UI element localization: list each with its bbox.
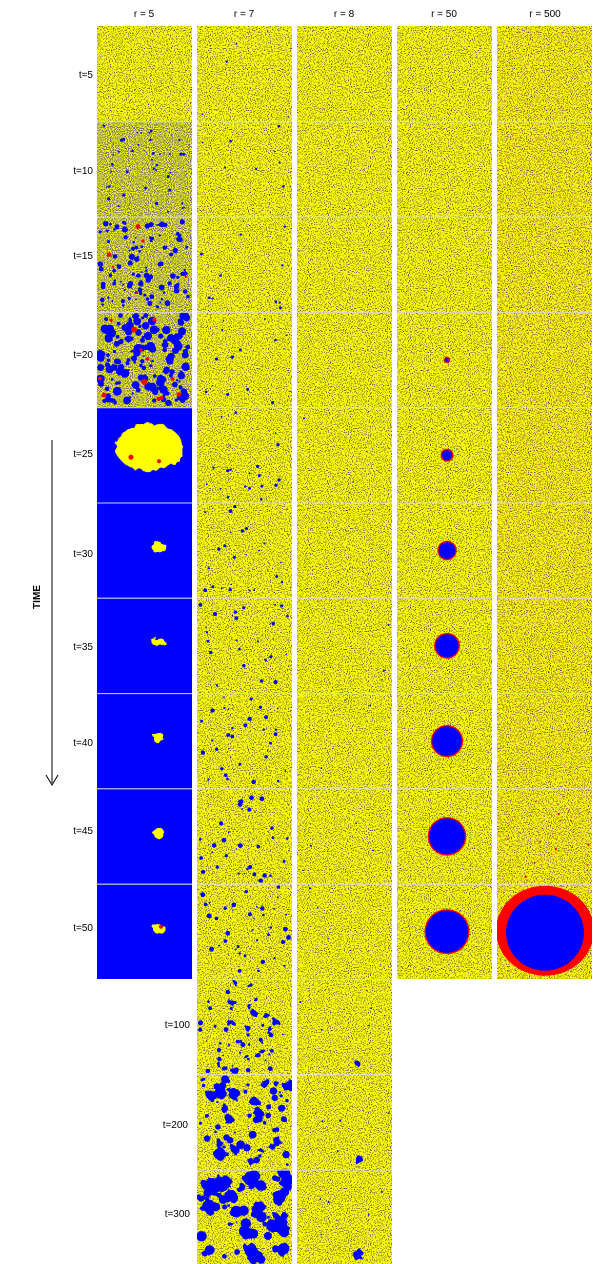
col-header-r7: r = 7	[234, 9, 255, 20]
simulation-panel	[297, 693, 392, 789]
simulation-panel	[297, 1074, 392, 1170]
time-label: t=300	[165, 1209, 191, 1220]
simulation-panel	[97, 597, 192, 694]
simulation-panel	[297, 597, 392, 694]
simulation-panel	[197, 407, 292, 503]
simulation-panel	[97, 26, 192, 122]
time-label: t=25	[73, 449, 93, 460]
simulation-panel	[97, 883, 192, 979]
time-label: t=30	[73, 549, 93, 560]
simulation-panel	[97, 502, 192, 598]
simulation-panel	[397, 597, 492, 694]
simulation-panel	[397, 693, 492, 789]
simulation-panel	[97, 788, 192, 884]
time-label: t=50	[73, 923, 93, 934]
simulation-panel	[197, 883, 292, 979]
simulation-panel	[197, 502, 292, 598]
simulation-panel	[497, 26, 592, 122]
simulation-panel	[297, 979, 392, 1075]
simulation-panel	[97, 121, 192, 217]
simulation-panel	[497, 121, 592, 217]
simulation-panel	[297, 216, 392, 312]
simulation-panel	[297, 883, 392, 979]
simulation-panel	[397, 121, 492, 217]
simulation-panel	[197, 26, 292, 122]
simulation-panel	[297, 311, 392, 408]
simulation-panel	[497, 311, 592, 408]
simulation-panel	[97, 407, 192, 503]
time-label: t=200	[163, 1120, 189, 1131]
simulation-panel	[397, 26, 492, 122]
simulation-panel	[197, 1169, 292, 1264]
simulation-panel	[397, 216, 492, 312]
time-label: t=35	[73, 642, 93, 653]
simulation-panel	[397, 502, 492, 598]
simulation-panel	[97, 693, 192, 789]
simulation-panel	[497, 883, 592, 979]
time-arrow-head-icon	[45, 774, 59, 786]
simulation-panel	[97, 216, 192, 312]
simulation-panel	[497, 597, 592, 694]
time-label: t=40	[73, 738, 93, 749]
col-header-r8: r = 8	[334, 9, 355, 20]
simulation-panel	[197, 121, 292, 217]
simulation-panel	[197, 1074, 292, 1170]
simulation-panel	[297, 502, 392, 598]
simulation-panel	[497, 216, 592, 312]
panel-grid	[97, 26, 592, 1264]
simulation-panel	[297, 788, 392, 884]
simulation-panel	[297, 407, 392, 503]
simulation-panel	[397, 311, 492, 408]
time-label: t=5	[79, 70, 94, 81]
simulation-panel	[197, 788, 292, 884]
time-label: t=100	[165, 1020, 191, 1031]
col-header-r50: r = 50	[431, 9, 457, 20]
simulation-panel	[297, 1169, 392, 1264]
simulation-panel	[297, 121, 392, 217]
simulation-panel	[197, 216, 292, 312]
time-axis-label: TIME	[32, 585, 43, 609]
simulation-panel	[97, 311, 192, 408]
simulation-panel	[397, 788, 492, 884]
time-label: t=20	[73, 350, 93, 361]
time-label: t=15	[73, 251, 93, 262]
time-label: t=10	[73, 166, 93, 177]
simulation-panel	[197, 597, 292, 694]
simulation-panel	[497, 502, 592, 598]
simulation-panel	[397, 883, 492, 979]
simulation-panel	[497, 407, 592, 503]
simulation-panel	[497, 788, 592, 884]
simulation-panel	[297, 26, 392, 122]
col-header-r5: r = 5	[134, 9, 155, 20]
col-header-r500: r = 500	[529, 9, 561, 20]
simulation-panel	[197, 979, 292, 1075]
time-label: t=45	[73, 826, 93, 837]
simulation-panel	[197, 693, 292, 789]
simulation-panel	[497, 693, 592, 789]
simulation-panel	[197, 311, 292, 408]
simulation-panel	[397, 407, 492, 503]
